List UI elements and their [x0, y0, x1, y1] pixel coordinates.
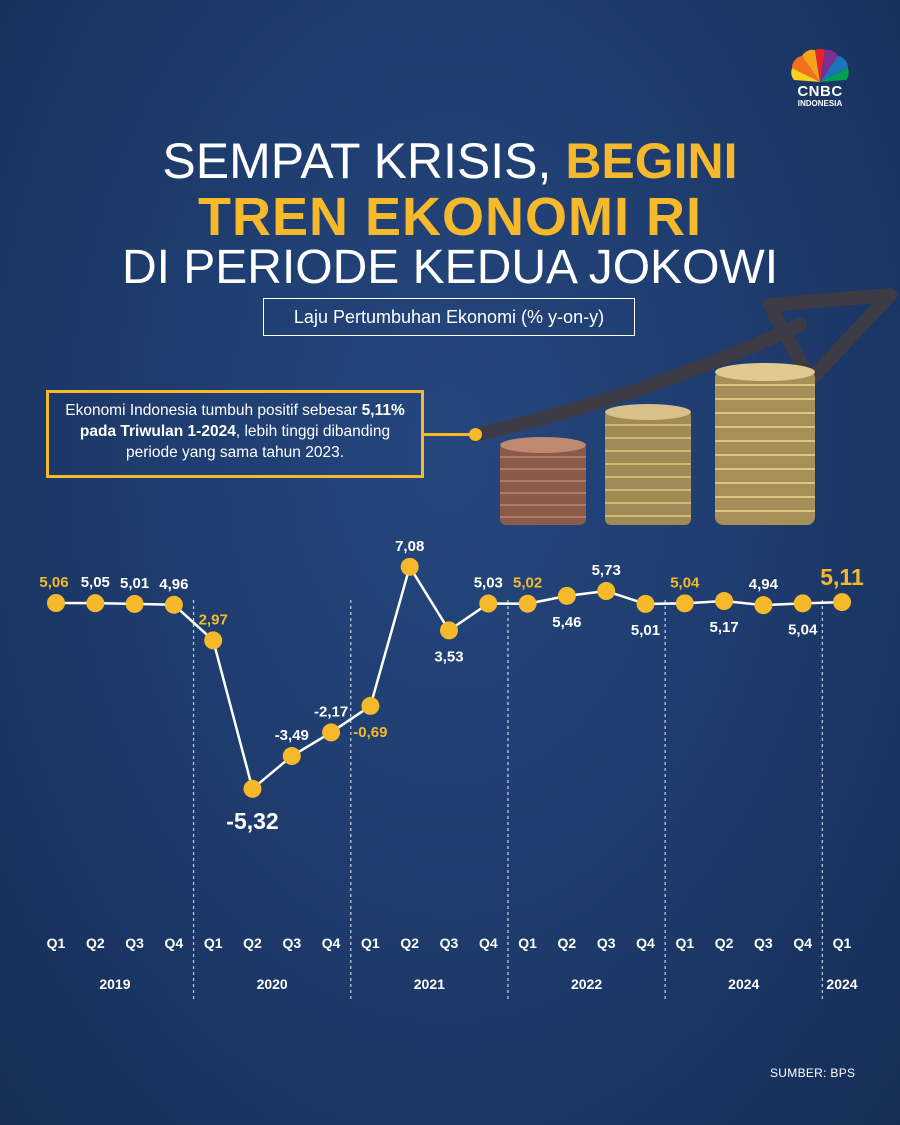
data-label-2: 5,05: [81, 574, 110, 591]
quarter-label-21: Q1: [833, 935, 852, 951]
cnbc-logo: CNBC INDONESIA: [782, 44, 858, 108]
data-point-20: [793, 594, 812, 613]
quarter-label-9: Q1: [361, 935, 380, 951]
data-point-15: [597, 582, 616, 601]
quarter-label-2: Q2: [86, 935, 105, 951]
logo-text: CNBC: [797, 83, 843, 100]
callout-text-after: , lebih tinggi dibanding periode yang sa…: [125, 423, 391, 461]
data-label-19: 4,94: [749, 576, 779, 593]
data-label-5: 2,97: [199, 611, 228, 628]
data-label-17: 5,04: [670, 574, 700, 591]
quarter-label-19: Q3: [754, 935, 773, 951]
data-point-2: [86, 594, 105, 613]
quarter-label-16: Q4: [636, 935, 655, 951]
peacock-icon: [791, 48, 849, 82]
data-label-14: 5,46: [552, 614, 581, 631]
data-point-13: [518, 594, 537, 613]
quarter-label-10: Q2: [400, 935, 419, 951]
year-label-6: 2024: [826, 976, 857, 992]
data-label-13: 5,02: [513, 575, 542, 592]
quarter-label-12: Q4: [479, 935, 498, 951]
title-line-1-plain: SEMPAT KRISIS,: [162, 133, 566, 189]
data-point-1: [47, 594, 65, 612]
chart-subtitle: Laju Pertumbuhan Ekonomi (% y-on-y): [263, 298, 635, 336]
data-point-10: [400, 557, 419, 576]
data-point-19: [754, 596, 773, 615]
quarter-label-15: Q3: [597, 935, 616, 951]
title-line-3: DI PERIODE KEDUA JOKOWI: [121, 241, 779, 294]
callout-text-bold: 5,11% pada Triwulan 1-2024: [79, 402, 405, 440]
data-point-6: [243, 779, 262, 798]
quarter-label-11: Q3: [440, 935, 459, 951]
data-point-11: [440, 621, 458, 640]
quarter-label-6: Q2: [243, 935, 262, 951]
callout-text-before: Ekonomi Indonesia tumbuh positif sebesar: [65, 402, 362, 419]
title-line-1-highlight: BEGINI: [565, 133, 738, 189]
data-point-14: [557, 586, 576, 605]
year-label-5: 2024: [728, 976, 759, 992]
data-label-20: 5,04: [788, 621, 818, 638]
quarter-label-13: Q1: [518, 935, 537, 951]
data-point-18: [715, 592, 734, 611]
coin-stack-medium: [605, 404, 691, 525]
data-label-6: -5,32: [226, 808, 278, 834]
data-point-8: [322, 723, 341, 742]
quarter-label-17: Q1: [675, 935, 694, 951]
data-label-4: 4,96: [159, 576, 188, 593]
year-label-4: 2022: [571, 976, 602, 992]
quarter-label-3: Q3: [125, 935, 144, 951]
data-label-18: 5,17: [709, 619, 738, 636]
data-point-4: [164, 595, 183, 614]
data-point-17: [675, 594, 694, 613]
data-label-9: -0,69: [353, 724, 387, 741]
year-label-1: 2019: [99, 976, 130, 992]
title-line-2: TREN EKONOMI RI: [197, 187, 702, 247]
source-note: SUMBER: BPS: [770, 1066, 856, 1080]
data-label-11: 3,53: [434, 648, 463, 665]
quarter-label-1: Q1: [47, 935, 66, 951]
data-label-15: 5,73: [592, 562, 621, 579]
quarter-label-4: Q4: [165, 935, 184, 951]
data-label-16: 5,01: [631, 622, 660, 639]
data-label-12: 5,03: [474, 575, 503, 592]
data-label-1: 5,06: [39, 574, 68, 591]
title-line-1: SEMPAT KRISIS, BEGINI: [0, 136, 900, 186]
logo-subtext: INDONESIA: [797, 99, 843, 108]
data-point-9: [361, 696, 380, 715]
quarter-label-14: Q2: [558, 935, 577, 951]
year-label-3: 2021: [414, 976, 445, 992]
data-label-8: -2,17: [314, 703, 348, 720]
quarter-label-18: Q2: [715, 935, 734, 951]
data-label-7: -3,49: [275, 727, 309, 744]
data-point-16: [636, 594, 655, 613]
callout-dot: [469, 428, 482, 441]
data-point-5: [204, 631, 223, 650]
data-point-3: [125, 594, 144, 613]
quarter-label-8: Q4: [322, 935, 341, 951]
callout-box: Ekonomi Indonesia tumbuh positif sebesar…: [46, 390, 424, 478]
data-label-10: 7,08: [395, 538, 424, 555]
coin-stack-small: [500, 437, 586, 525]
quarter-label-7: Q3: [282, 935, 301, 951]
quarter-label-20: Q4: [793, 935, 812, 951]
coin-stack-large: [715, 363, 815, 525]
data-label-3: 5,01: [120, 575, 149, 592]
data-point-7: [282, 747, 301, 766]
callout-connector: [424, 433, 476, 436]
quarter-label-5: Q1: [204, 935, 223, 951]
coin-stacks-illustration: [470, 288, 897, 525]
data-point-21: [833, 593, 851, 612]
data-label-21: 5,11: [820, 564, 864, 590]
year-label-2: 2020: [257, 976, 288, 992]
data-point-12: [479, 594, 498, 613]
